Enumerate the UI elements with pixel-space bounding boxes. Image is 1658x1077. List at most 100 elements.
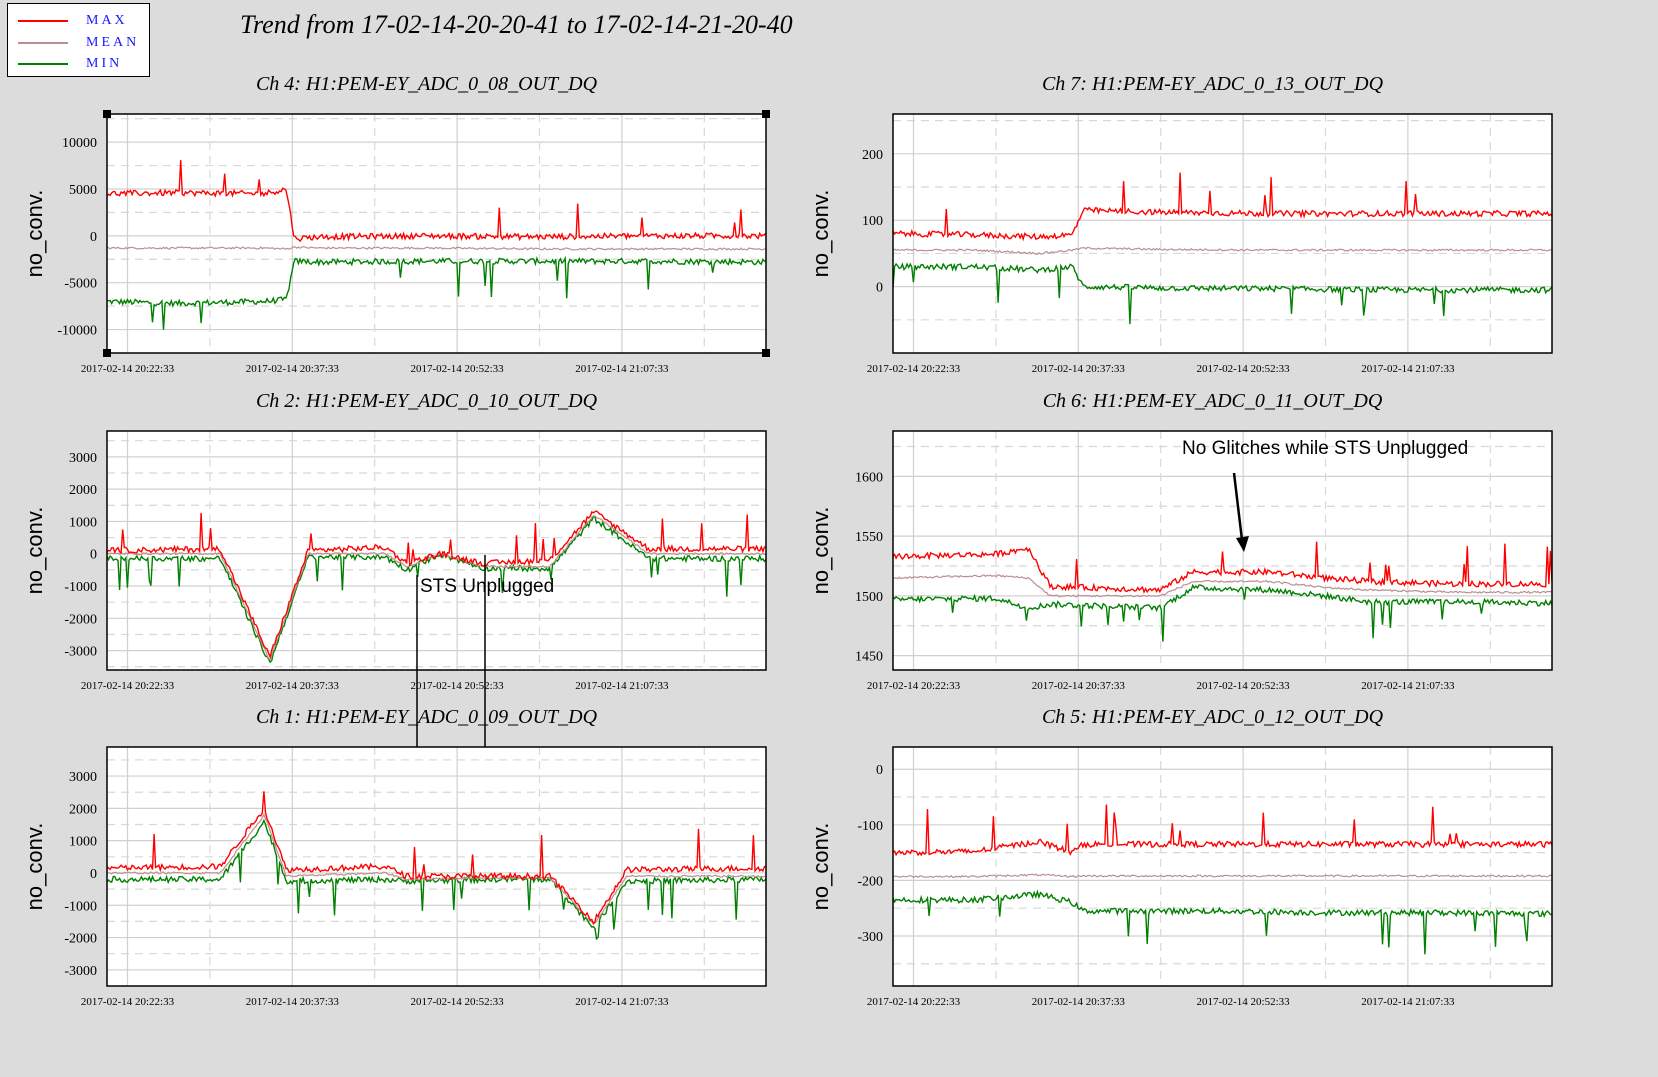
y-tick-label: 0	[876, 281, 883, 296]
series-max-line	[893, 172, 1552, 242]
x-tick-label: 2017-02-14 20:52:33	[1196, 680, 1290, 692]
selection-handle	[762, 349, 770, 357]
y-tick-label: -100	[857, 819, 883, 834]
series-min-line	[107, 255, 766, 330]
chart-panel-5: Ch 1: H1:PEM-EY_ADC_0_09_OUT_DQ 3000 2000 1…	[22, 706, 767, 1008]
y-tick-label: 10000	[62, 136, 97, 151]
chart-title: Ch 1: H1:PEM-EY_ADC_0_09_OUT_DQ	[256, 706, 598, 728]
y-tick-label: 100	[862, 214, 883, 229]
plot-frame	[106, 113, 767, 354]
chart-panel-3: Ch 2: H1:PEM-EY_ADC_0_10_OUT_DQ 3000 2000 1…	[22, 390, 767, 692]
page-title: Trend from 17-02-14-20-20-41 to 17-02-14…	[240, 10, 793, 39]
plot-area	[893, 431, 1552, 670]
series-mean-line	[107, 245, 766, 251]
x-tick-label: 2017-02-14 20:52:33	[1196, 996, 1290, 1008]
x-tick-label: 2017-02-14 20:52:33	[410, 996, 504, 1008]
y-tick-label: 0	[90, 230, 97, 245]
x-tick-label: 2017-02-14 20:37:33	[1032, 363, 1126, 375]
y-tick-label: -300	[857, 930, 883, 945]
y-tick-label: 5000	[69, 183, 97, 198]
series-min-line	[893, 262, 1552, 325]
legend: MAX MEAN MIN	[7, 3, 150, 77]
series-mean-line	[893, 574, 1552, 598]
x-tick-label: 2017-02-14 20:37:33	[246, 363, 340, 375]
plot-frame	[892, 113, 1553, 354]
legend-label-mean: MEAN	[86, 35, 140, 50]
series-group	[107, 160, 766, 330]
series-group	[893, 172, 1552, 325]
x-tick-label: 2017-02-14 21:07:33	[575, 996, 669, 1008]
legend-label-min: MIN	[86, 56, 123, 71]
x-tick-label: 2017-02-14 20:52:33	[410, 680, 504, 692]
y-axis-label: no_conv.	[22, 823, 47, 911]
chart-title: Ch 6: H1:PEM-EY_ADC_0_11_OUT_DQ	[1043, 390, 1383, 412]
series-mean-line	[893, 246, 1552, 255]
chart-panel-2: Ch 7: H1:PEM-EY_ADC_0_13_OUT_DQ 200 100 0 no…	[808, 73, 1553, 375]
chart-panel-6: Ch 5: H1:PEM-EY_ADC_0_12_OUT_DQ 0 -100 -200…	[808, 706, 1553, 1008]
x-tick-label: 2017-02-14 20:52:33	[410, 363, 504, 375]
y-axis-label: no_conv.	[808, 190, 833, 278]
series-max-line	[107, 160, 766, 243]
y-tick-label: -3000	[64, 645, 97, 660]
y-tick-label: -2000	[64, 932, 97, 947]
y-tick-label: -200	[857, 874, 883, 889]
plot-frame	[106, 746, 767, 987]
legend-swatch-max	[18, 20, 68, 22]
x-tick-label: 2017-02-14 20:37:33	[1032, 996, 1126, 1008]
chart-panel-1: Ch 4: H1:PEM-EY_ADC_0_08_OUT_DQ 10000 5000…	[22, 73, 770, 375]
legend-swatch-min	[18, 63, 68, 65]
x-tick-label: 2017-02-14 20:22:33	[867, 996, 961, 1008]
series-group	[107, 791, 766, 941]
x-tick-label: 2017-02-14 21:07:33	[1361, 996, 1455, 1008]
legend-item-max: MAX	[8, 11, 151, 31]
chart-title: Ch 2: H1:PEM-EY_ADC_0_10_OUT_DQ	[256, 390, 598, 412]
x-tick-label: 2017-02-14 20:22:33	[867, 363, 961, 375]
x-tick-label: 2017-02-14 21:07:33	[575, 363, 669, 375]
y-axis-label: no_conv.	[808, 507, 833, 595]
plot-frame	[106, 430, 767, 671]
x-tick-label: 2017-02-14 20:37:33	[246, 680, 340, 692]
x-tick-label: 2017-02-14 20:37:33	[246, 996, 340, 1008]
y-tick-label: 1500	[855, 590, 883, 605]
y-tick-label: -2000	[64, 612, 97, 627]
x-tick-label: 2017-02-14 20:22:33	[81, 996, 175, 1008]
plot-area	[107, 114, 766, 353]
series-min-line	[893, 889, 1552, 955]
legend-item-mean: MEAN	[8, 33, 151, 53]
chart-title: Ch 7: H1:PEM-EY_ADC_0_13_OUT_DQ	[1042, 73, 1384, 95]
y-axis-label: no_conv.	[22, 507, 47, 595]
series-mean-line	[893, 873, 1552, 879]
annotation-text: No Glitches while STS Unplugged	[1182, 438, 1468, 459]
series-group	[893, 541, 1552, 642]
y-tick-label: 1600	[855, 470, 883, 485]
y-tick-label: 0	[90, 867, 97, 882]
y-tick-label: 2000	[69, 802, 97, 817]
x-tick-label: 2017-02-14 21:07:33	[1361, 363, 1455, 375]
y-tick-label: 2000	[69, 483, 97, 498]
annotation-text: STS Unplugged	[420, 576, 554, 597]
plot-frame	[892, 746, 1553, 987]
y-tick-label: 3000	[69, 451, 97, 466]
y-axis-label: no_conv.	[808, 823, 833, 911]
y-tick-label: 3000	[69, 770, 97, 785]
y-tick-label: 200	[862, 148, 883, 163]
x-tick-label: 2017-02-14 20:22:33	[81, 680, 175, 692]
y-axis-label: no_conv.	[22, 190, 47, 278]
y-tick-label: 1550	[855, 530, 883, 545]
chart-panel-4: Ch 6: H1:PEM-EY_ADC_0_11_OUT_DQ 1600 1550 1…	[808, 390, 1553, 692]
selection-handle	[762, 110, 770, 118]
series-max-line	[893, 804, 1552, 857]
legend-label-max: MAX	[86, 13, 128, 28]
series-group	[893, 804, 1552, 955]
annotation-arrow-head	[1236, 536, 1249, 552]
x-tick-label: 2017-02-14 20:22:33	[81, 363, 175, 375]
annotation-arrow-shaft	[1232, 472, 1244, 541]
plot-area	[107, 747, 766, 986]
series-mean-line	[107, 812, 766, 925]
y-tick-label: 0	[876, 763, 883, 778]
y-tick-label: -10000	[57, 324, 97, 339]
x-tick-label: 2017-02-14 20:52:33	[1196, 363, 1290, 375]
series-max-line	[107, 510, 766, 660]
series-min-line	[893, 583, 1552, 642]
